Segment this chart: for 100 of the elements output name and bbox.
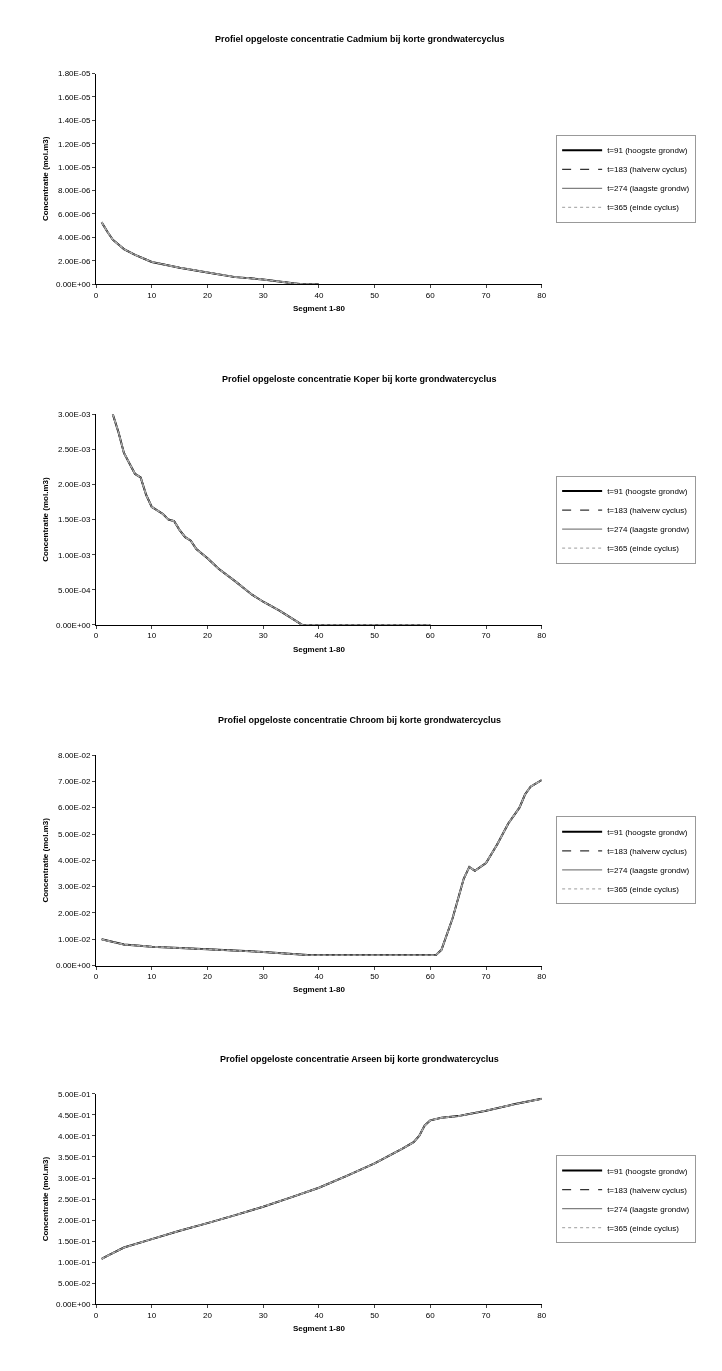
x-tick-label: 20 (203, 972, 213, 982)
y-tick-label: 8.00E-02 (58, 750, 92, 760)
y-tick-label: 3.50E-01 (58, 1152, 92, 1162)
y-tick-label: 6.00E-06 (58, 209, 92, 219)
x-tick-label: 60 (425, 290, 436, 300)
y-tick-label: 2.50E-03 (58, 445, 92, 455)
legend-label: t=365 (einde cyclus) (607, 884, 680, 894)
y-tick-label: 3.00E-03 (58, 410, 92, 420)
legend-label: t=274 (laagste grondw) (607, 1204, 690, 1214)
y-tick-label: 1.50E-03 (58, 515, 92, 525)
x-tick-label: 10 (147, 972, 157, 982)
y-tick-label: 1.60E-05 (58, 92, 92, 102)
y-tick-label: 0.00E+00 (55, 1300, 92, 1310)
x-tick-label: 50 (370, 631, 380, 641)
y-tick-label: 2.00E-01 (58, 1215, 92, 1225)
x-tick-label: 0 (93, 972, 99, 982)
chart-title: Profiel opgeloste concentratie Chroom bij korte grondwatercyclus (218, 715, 502, 725)
x-tick-label: 0 (93, 290, 99, 300)
x-tick-label: 20 (203, 290, 213, 300)
x-tick-label: 70 (481, 1311, 492, 1321)
x-tick-label: 80 (537, 290, 547, 300)
legend-label: t=183 (halverw cyclus) (607, 846, 688, 856)
x-tick-label: 30 (258, 1311, 269, 1321)
x-tick-label: 50 (370, 290, 380, 300)
y-axis-title: Concentratie (mol.m3) (40, 477, 50, 562)
y-tick-label: 1.50E-01 (58, 1237, 92, 1247)
x-tick-label: 70 (481, 972, 492, 982)
x-tick-label: 60 (425, 972, 436, 982)
y-tick-label: 0.00E+00 (55, 279, 92, 289)
legend-label: t=274 (laagste grondw) (607, 865, 690, 875)
x-tick-label: 40 (314, 290, 324, 300)
y-tick-label: 1.80E-05 (58, 69, 92, 79)
x-tick-label: 50 (370, 1311, 380, 1321)
y-tick-label: 0.00E+00 (55, 961, 92, 971)
x-tick-label: 30 (258, 972, 269, 982)
y-tick-label: 4.50E-01 (58, 1110, 92, 1120)
y-axis-title: Concentratie (mol.m3) (40, 136, 50, 222)
legend-label: t=91 (hoogste grondw) (607, 827, 688, 837)
y-axis-title: Concentratie (mol.m3) (40, 817, 50, 903)
y-tick-label: 2.00E-06 (58, 256, 92, 266)
legend-label: t=183 (halverw cyclus) (607, 506, 688, 516)
legend-label: t=365 (einde cyclus) (607, 544, 680, 554)
y-tick-label: 4.00E-06 (58, 233, 92, 243)
x-tick-label: 40 (314, 972, 324, 982)
y-tick-label: 2.50E-01 (58, 1194, 92, 1204)
x-tick-label: 40 (314, 631, 324, 641)
chart-title: Profiel opgeloste concentratie Cadmium bij korte grondwatercyclus (215, 34, 505, 44)
y-tick-label: 5.00E-01 (58, 1089, 92, 1099)
x-tick-label: 70 (481, 290, 492, 300)
x-tick-label: 30 (258, 631, 269, 641)
x-tick-label: 20 (203, 631, 213, 641)
x-tick-label: 80 (537, 631, 547, 641)
chart-title: Profiel opgeloste concentratie Koper bij korte grondwatercyclus (222, 374, 497, 384)
x-axis-title: Segment 1-80 (292, 303, 346, 313)
legend-label: t=365 (einde cyclus) (607, 1223, 680, 1233)
legend-label: t=183 (halverw cyclus) (607, 165, 688, 175)
y-tick-label: 3.00E-01 (58, 1173, 92, 1183)
x-tick-label: 40 (314, 1311, 324, 1321)
x-tick-label: 30 (258, 290, 269, 300)
y-tick-label: 1.40E-05 (58, 116, 92, 126)
y-tick-label: 4.00E-01 (58, 1131, 92, 1141)
legend-label: t=365 (einde cyclus) (607, 203, 680, 213)
legend-label: t=91 (hoogste grondw) (607, 1166, 688, 1176)
x-tick-label: 10 (147, 1311, 157, 1321)
y-tick-label: 3.00E-02 (58, 882, 92, 892)
y-tick-label: 5.00E-02 (58, 829, 92, 839)
y-tick-label: 4.00E-02 (58, 856, 92, 866)
x-axis-title: Segment 1-80 (292, 1324, 346, 1334)
x-axis-title: Segment 1-80 (292, 985, 346, 995)
legend-label: t=91 (hoogste grondw) (607, 487, 688, 497)
x-tick-label: 10 (147, 631, 157, 641)
x-tick-label: 20 (203, 1311, 213, 1321)
legend-label: t=91 (hoogste grondw) (607, 146, 688, 156)
y-tick-label: 8.00E-06 (58, 186, 92, 196)
x-tick-label: 80 (537, 1311, 547, 1321)
x-tick-label: 50 (370, 972, 380, 982)
y-tick-label: 7.00E-02 (58, 777, 92, 787)
x-tick-label: 10 (147, 290, 157, 300)
x-tick-label: 60 (425, 1311, 436, 1321)
legend-label: t=274 (laagste grondw) (607, 525, 690, 535)
legend-label: t=183 (halverw cyclus) (607, 1185, 688, 1195)
y-tick-label: 1.00E-03 (58, 550, 92, 560)
x-tick-label: 0 (93, 1311, 99, 1321)
y-tick-label: 0.00E+00 (55, 620, 92, 630)
x-tick-label: 60 (425, 631, 436, 641)
x-axis-title: Segment 1-80 (292, 644, 346, 654)
y-tick-label: 5.00E-04 (58, 585, 92, 595)
y-tick-label: 1.00E-01 (58, 1258, 92, 1268)
y-tick-label: 1.00E-02 (58, 935, 92, 945)
y-tick-label: 6.00E-02 (58, 803, 92, 813)
y-tick-label: 1.20E-05 (58, 139, 92, 149)
x-tick-label: 70 (481, 631, 492, 641)
x-tick-label: 80 (537, 972, 547, 982)
chart-title: Profiel opgeloste concentratie Arseen bij korte grondwatercyclus (220, 1054, 499, 1064)
y-tick-label: 2.00E-02 (58, 908, 92, 918)
y-tick-label: 2.00E-03 (58, 480, 92, 490)
legend-label: t=274 (laagste grondw) (607, 184, 690, 194)
x-tick-label: 0 (93, 631, 99, 641)
y-axis-title: Concentratie (mol.m3) (40, 1156, 50, 1242)
y-tick-label: 1.00E-05 (58, 162, 92, 172)
